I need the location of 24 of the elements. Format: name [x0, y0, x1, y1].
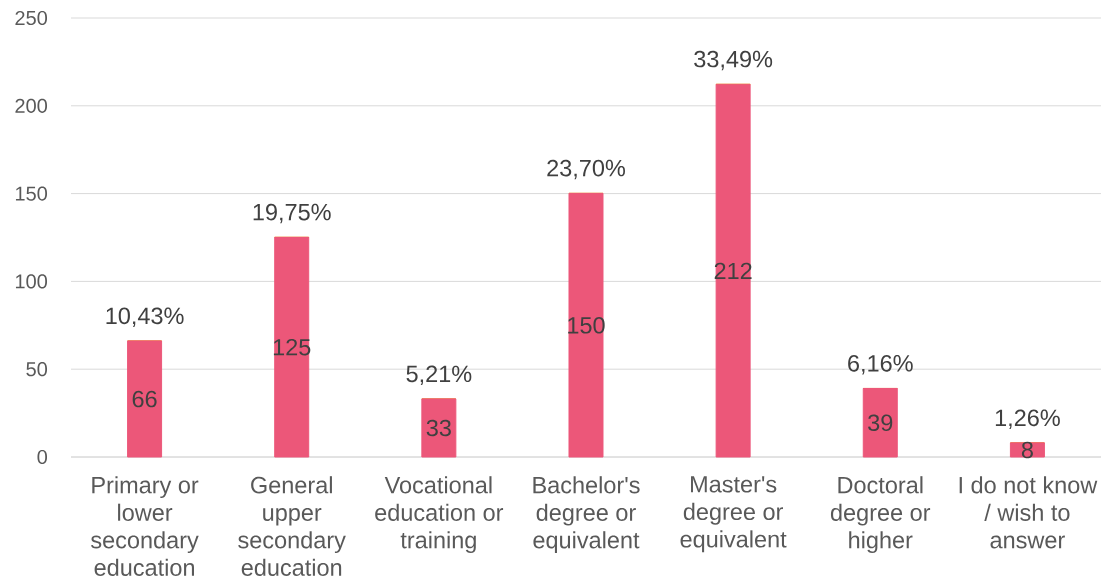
- y-tick-label: 50: [26, 362, 48, 377]
- y-tick-label: 250: [15, 10, 48, 26]
- x-tick-label: Primary or lower secondary education: [91, 476, 199, 576]
- y-tick-label: 150: [15, 186, 48, 201]
- data-label: 23,70%: [547, 159, 625, 180]
- x-tick-label: General upper secondary education: [238, 476, 346, 576]
- data-label: 1,26%: [995, 409, 1060, 429]
- x-tick-label: Master's degree or equivalent: [680, 476, 787, 553]
- data-label: 33: [426, 419, 451, 437]
- data-label: 8: [1021, 441, 1033, 459]
- y-tick-label: 200: [15, 98, 48, 113]
- data-label: 33,49%: [694, 50, 773, 71]
- x-tick-label: Bachelor's degree or equivalent: [533, 476, 640, 554]
- y-tick-label: 0: [37, 449, 48, 465]
- data-label: 39: [868, 414, 893, 432]
- data-label: 6,16%: [848, 354, 913, 375]
- data-label: 19,75%: [253, 203, 331, 224]
- data-label: 66: [132, 390, 157, 408]
- data-label: 5,21%: [406, 365, 472, 385]
- y-tick-label: 100: [15, 274, 48, 289]
- data-label: 10,43%: [106, 307, 184, 327]
- x-tick-label: Vocational education or training: [375, 476, 504, 554]
- x-tick-label: Doctoral degree or higher: [830, 476, 931, 554]
- x-tick-label: I do not know / wish to answer: [959, 476, 1098, 549]
